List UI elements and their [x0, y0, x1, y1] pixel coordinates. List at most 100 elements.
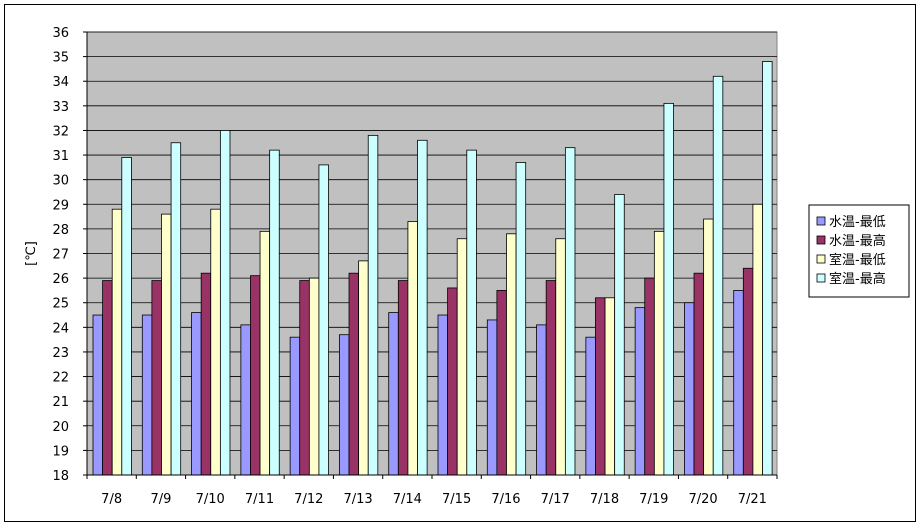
bar [614, 194, 625, 476]
bar [733, 290, 744, 476]
y-tick-label: 32 [52, 124, 69, 139]
bar [348, 272, 360, 476]
y-tick-label: 18 [52, 469, 69, 484]
bar [684, 302, 695, 476]
bar [161, 213, 172, 476]
x-tick-label: 7/13 [343, 492, 372, 507]
bar [515, 162, 527, 476]
bar [653, 230, 665, 476]
bar [456, 238, 468, 476]
y-tick-label: 20 [52, 420, 69, 435]
bar [634, 307, 646, 476]
legend-label: 水温-最高 [829, 233, 886, 249]
bar [496, 290, 507, 476]
bar [151, 280, 162, 476]
bar [141, 314, 153, 476]
bar [259, 230, 271, 476]
y-tick-label: 30 [52, 174, 69, 189]
legend-swatch [816, 273, 826, 283]
bar [447, 287, 458, 476]
y-tick-label: 27 [52, 248, 69, 263]
bar [121, 157, 132, 476]
bar [308, 277, 320, 476]
legend-label: 室温-最高 [829, 271, 886, 287]
y-tick-label: 23 [52, 346, 69, 361]
bar [92, 314, 104, 476]
bar [712, 75, 724, 476]
y-axis-label: [℃] [24, 241, 39, 266]
temperature-bar-chart: 18 19 20 21 22 23 24 25 26 27 28 29 30 31 32 33 34 35 36 7… [24, 26, 910, 507]
bar [437, 314, 449, 476]
y-tick-label: 34 [52, 75, 69, 90]
y-tick-label: 33 [52, 100, 69, 115]
bar [191, 312, 202, 476]
bar [397, 280, 409, 476]
bar [545, 280, 557, 476]
x-tick-label: 7/18 [590, 492, 619, 507]
bar [289, 336, 301, 476]
bar [170, 142, 182, 476]
bar [210, 208, 221, 476]
y-tick-label: 36 [52, 26, 69, 41]
x-tick-label: 7/11 [245, 492, 274, 507]
bar [339, 334, 350, 476]
y-tick-label: 25 [52, 297, 69, 312]
legend-swatch [816, 235, 826, 245]
bar [299, 280, 310, 476]
bar [703, 218, 714, 476]
bar [219, 130, 231, 476]
y-tick-label: 31 [52, 149, 69, 164]
bar [536, 324, 547, 476]
x-tick-label: 7/19 [639, 492, 668, 507]
legend-box [808, 204, 910, 298]
y-tick-label: 24 [52, 321, 69, 336]
x-tick-label: 7/9 [150, 492, 171, 507]
x-tick-label: 7/16 [491, 492, 520, 507]
y-tick-label: 21 [52, 395, 69, 410]
bar [407, 221, 418, 476]
bar [564, 147, 576, 476]
bar [417, 139, 428, 476]
x-tick-label: 7/12 [294, 492, 323, 507]
y-tick-label: 22 [52, 371, 69, 386]
bar [466, 149, 477, 476]
x-tick-label: 7/17 [541, 492, 570, 507]
y-tick-label: 29 [52, 198, 69, 213]
bar [358, 260, 369, 476]
y-tick-label: 26 [52, 272, 69, 287]
x-tick-label: 7/15 [442, 492, 471, 507]
y-tick-label: 19 [52, 444, 69, 459]
bar [604, 297, 616, 476]
bar [250, 275, 261, 476]
y-tick-label: 28 [52, 223, 69, 238]
bar [663, 102, 674, 476]
x-tick-label: 7/20 [688, 492, 717, 507]
chart-frame: 18 19 20 21 22 23 24 25 26 27 28 29 30 31 32 33 34 35 36 7… [4, 4, 916, 522]
bar [555, 238, 566, 476]
x-tick-label: 7/10 [196, 492, 225, 507]
bar [506, 233, 517, 476]
bar [240, 324, 251, 476]
bar [318, 164, 329, 476]
legend-label: 水温-最低 [829, 215, 886, 230]
bar [200, 272, 212, 476]
bar [762, 61, 773, 476]
x-tick-label: 7/14 [393, 492, 422, 507]
legend-swatch [816, 216, 826, 226]
y-tick-label: 35 [52, 51, 69, 66]
bar [111, 208, 123, 476]
bar [367, 134, 379, 476]
x-tick-label: 7/21 [738, 492, 767, 507]
bar [693, 272, 705, 476]
legend-swatch [816, 254, 826, 264]
bar [644, 277, 655, 476]
bar [486, 319, 498, 476]
bar [269, 149, 280, 476]
bar [585, 336, 596, 476]
bar [388, 312, 399, 476]
bar [102, 280, 113, 476]
legend-label: 室温-最低 [829, 252, 886, 268]
x-tick-label: 7/8 [101, 492, 122, 507]
bar [742, 267, 754, 476]
